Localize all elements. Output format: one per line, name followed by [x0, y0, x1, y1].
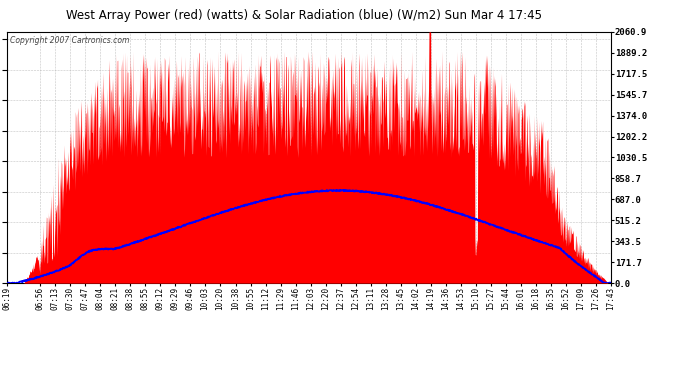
Text: Copyright 2007 Cartronics.com: Copyright 2007 Cartronics.com	[10, 36, 129, 45]
Text: West Array Power (red) (watts) & Solar Radiation (blue) (W/m2) Sun Mar 4 17:45: West Array Power (red) (watts) & Solar R…	[66, 9, 542, 22]
